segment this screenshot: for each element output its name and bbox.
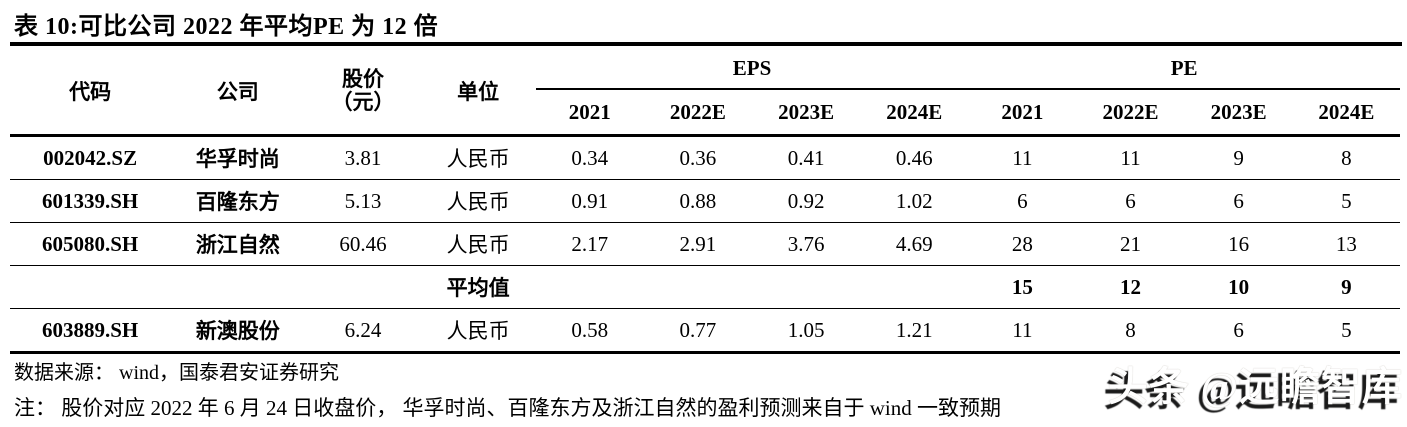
cell-eps-2023e: 1.05 xyxy=(752,308,861,354)
cell-price: 3.81 xyxy=(305,135,421,180)
cell-eps-2024e: 4.69 xyxy=(860,222,969,266)
cell-pe-2024e: 8 xyxy=(1292,135,1400,180)
company-row: 603889.SH 新澳股份 6.24 人民币 0.58 0.77 1.05 1.21 11 8 6… xyxy=(10,308,1400,354)
cell-eps-2022e: 2.91 xyxy=(643,222,752,266)
col-header-price-line2: （元） xyxy=(331,90,395,114)
cell-pe-2024e: 5 xyxy=(1292,308,1400,354)
title-divider xyxy=(10,42,1402,46)
cell-pe-2021: 11 xyxy=(968,135,1077,180)
cell-eps-2024e: 0.46 xyxy=(860,135,969,180)
cell-pe-2022e: 6 xyxy=(1076,179,1185,223)
company-row: 605080.SH 浙江自然 60.46 人民币 2.17 2.91 3.76 4.69 28 2… xyxy=(10,222,1400,266)
cell-pe-2021: 15 xyxy=(968,265,1077,309)
cell-pe-2024e: 5 xyxy=(1292,179,1400,223)
cell-eps-2022e: 0.88 xyxy=(643,179,752,223)
watermark-text: 头条 @远瞻智库 xyxy=(1107,364,1403,409)
cell-unit: 平均值 xyxy=(420,265,536,309)
cell-eps-2021: 0.58 xyxy=(535,308,644,354)
col-header-eps-2024e: 2024E xyxy=(860,89,969,137)
col-header-price-line1: 股价 xyxy=(341,66,384,91)
cell-code: 603889.SH xyxy=(10,308,171,354)
cell-eps-2022e: 0.36 xyxy=(643,135,752,180)
cell-company: 华孚时尚 xyxy=(170,135,306,180)
col-header-pe-2024e: 2024E xyxy=(1292,89,1400,137)
year-header-row: 2021 2022E 2023E 2024E 2021 2022E 2023E … xyxy=(10,89,1400,137)
cell-company: 新澳股份 xyxy=(170,308,306,354)
cell-company: 浙江自然 xyxy=(170,222,306,266)
col-header-pe-2023e: 2023E xyxy=(1184,89,1293,137)
cell-eps-2024e: 1.02 xyxy=(860,179,969,223)
comparable-companies-table: 代码 公司 股价 （元） 单位 EPS PE 2021 2022E 2023E … xyxy=(10,48,1400,354)
col-header-eps-2023e: 2023E xyxy=(752,89,861,137)
footnote-text: 注： 股价对应 2022 年 6 月 24 日收盘价， 华孚时尚、百隆东方及浙江… xyxy=(14,396,1001,420)
page-title: 表 10:可比公司 2022 年平均PE 为 12 倍 xyxy=(14,14,439,40)
cell-pe-2024e: 13 xyxy=(1292,222,1400,266)
col-header-price: 股价 （元） xyxy=(305,48,421,137)
cell-pe-2021: 28 xyxy=(968,222,1077,266)
cell-pe-2022e: 21 xyxy=(1076,222,1185,266)
cell-unit: 人民币 xyxy=(420,179,536,223)
cell-eps-2021: 0.91 xyxy=(535,179,644,223)
company-row: 002042.SZ 华孚时尚 3.81 人民币 0.34 0.36 0.41 0.46 11 11… xyxy=(10,135,1400,180)
cell-pe-2023e: 9 xyxy=(1184,135,1293,180)
cell-eps-2024e: 1.21 xyxy=(860,308,969,354)
cell-unit: 人民币 xyxy=(420,135,536,180)
col-header-unit: 单位 xyxy=(420,48,536,137)
cell-pe-2023e: 6 xyxy=(1184,179,1293,223)
col-header-eps-2021: 2021 xyxy=(535,89,644,137)
cell-eps-2022e: 0.77 xyxy=(643,308,752,354)
cell-price xyxy=(305,265,421,309)
cell-eps-2021 xyxy=(535,265,644,309)
cell-eps-2023e: 3.76 xyxy=(752,222,861,266)
cell-pe-2021: 11 xyxy=(968,308,1077,354)
cell-eps-2021: 2.17 xyxy=(535,222,644,266)
cell-code: 605080.SH xyxy=(10,222,171,266)
cell-price: 5.13 xyxy=(305,179,421,223)
data-table: 代码 公司 股价 （元） 单位 EPS PE 2021 2022E 2023E … xyxy=(10,48,1400,354)
table-body: 002042.SZ 华孚时尚 3.81 人民币 0.34 0.36 0.41 0.46 11 11… xyxy=(10,135,1400,354)
cell-pe-2023e: 16 xyxy=(1184,222,1293,266)
cell-eps-2022e xyxy=(643,265,752,309)
cell-price: 6.24 xyxy=(305,308,421,354)
col-header-pe-2022e: 2022E xyxy=(1076,89,1185,137)
cell-pe-2024e: 9 xyxy=(1292,265,1400,309)
cell-pe-2022e: 8 xyxy=(1076,308,1185,354)
cell-code: 601339.SH xyxy=(10,179,171,223)
cell-pe-2022e: 11 xyxy=(1076,135,1185,180)
cell-eps-2021: 0.34 xyxy=(535,135,644,180)
cell-eps-2023e: 0.92 xyxy=(752,179,861,223)
col-header-eps-2022e: 2022E xyxy=(643,89,752,137)
data-source-text: 数据来源： wind，国泰君安证券研究 xyxy=(14,362,339,384)
cell-pe-2023e: 6 xyxy=(1184,308,1293,354)
cell-eps-2023e: 0.41 xyxy=(752,135,861,180)
col-group-eps: EPS xyxy=(535,48,969,90)
cell-unit: 人民币 xyxy=(420,308,536,354)
col-header-code: 代码 xyxy=(10,48,171,137)
col-header-pe-2021: 2021 xyxy=(968,89,1077,137)
company-row: 601339.SH 百隆东方 5.13 人民币 0.91 0.88 0.92 1.02 6 6 6 5 xyxy=(10,179,1400,223)
cell-pe-2022e: 12 xyxy=(1076,265,1185,309)
cell-code: 002042.SZ xyxy=(10,135,171,180)
cell-eps-2023e xyxy=(752,265,861,309)
average-row: 平均值 15 12 10 9 xyxy=(10,265,1400,309)
col-header-company: 公司 xyxy=(170,48,306,137)
group-header-row: 代码 公司 股价 （元） 单位 EPS PE xyxy=(10,48,1400,137)
cell-pe-2023e: 10 xyxy=(1184,265,1293,309)
cell-price: 60.46 xyxy=(305,222,421,266)
cell-company xyxy=(170,265,306,309)
cell-code xyxy=(10,265,171,309)
col-group-pe: PE xyxy=(968,48,1400,90)
cell-pe-2021: 6 xyxy=(968,179,1077,223)
cell-unit: 人民币 xyxy=(420,222,536,266)
table-header: 代码 公司 股价 （元） 单位 EPS PE 2021 2022E 2023E … xyxy=(10,48,1400,137)
cell-eps-2024e xyxy=(860,265,969,309)
cell-company: 百隆东方 xyxy=(170,179,306,223)
